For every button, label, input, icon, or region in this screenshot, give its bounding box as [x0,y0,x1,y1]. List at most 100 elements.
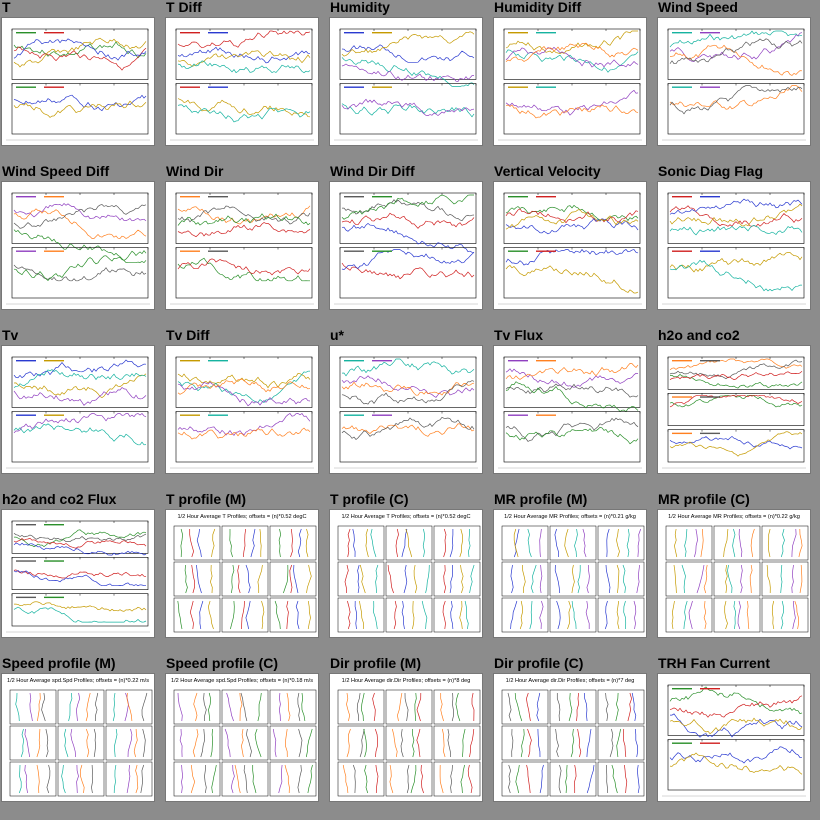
profile-subplot [433,525,481,561]
profile-subplot [549,761,597,797]
plot-thumbnail-cell[interactable]: Tv [0,328,164,492]
plot-panel [175,411,313,463]
profile-subplot [173,561,221,597]
plot-thumbnail-cell[interactable]: Sonic Diag Flag [656,164,820,328]
plot-thumbnail-cell[interactable]: Dir profile (M) 1/2 Hour Average dir.Dir … [328,656,492,820]
plot-thumbnail-cell[interactable]: Vertical Velocity [492,164,656,328]
plot-thumbnail-image[interactable] [2,510,154,637]
plot-thumbnail-cell[interactable]: Dir profile (C) 1/2 Hour Average dir.Dir … [492,656,656,820]
plot-thumbnail-image[interactable] [166,346,318,473]
plot-thumbnail-cell[interactable]: MR profile (C) 1/2 Hour Average MR Profil… [656,492,820,656]
profile-subplot [385,761,433,797]
plot-thumbnail-cell[interactable]: Wind Dir [164,164,328,328]
plot-thumbnail-graphic: 1/2 Hour Average spd.Spd Profiles; offse… [7,678,153,797]
profile-subplot [269,525,317,561]
plot-thumbnail-image[interactable]: 1/2 Hour Average spd.Spd Profiles; offse… [166,674,318,801]
plot-thumbnail-cell[interactable]: Tv Diff [164,328,328,492]
plot-thumbnail-image[interactable] [658,346,810,473]
plot-thumbnail-image[interactable] [494,346,646,473]
plot-thumbnail-image[interactable] [494,182,646,309]
thumbnail-title: Tv Flux [494,328,544,343]
plot-thumbnail-image[interactable] [2,346,154,473]
profile-subplot [105,761,153,797]
plot-thumbnail-graphic [170,356,314,469]
profile-subplot [385,525,433,561]
plot-panel [667,247,805,299]
plot-thumbnail-graphic [170,192,314,305]
plot-thumbnail-cell[interactable]: MR profile (M) 1/2 Hour Average MR Profil… [492,492,656,656]
plot-thumbnail-cell[interactable]: T profile (C) 1/2 Hour Average T Profiles… [328,492,492,656]
plot-thumbnail-image[interactable] [330,182,482,309]
plot-thumbnail-cell[interactable]: Wind Dir Diff [328,164,492,328]
profile-subplot [501,561,549,597]
plot-thumbnail-image[interactable] [2,18,154,145]
thumbnail-title: Dir profile (M) [330,656,421,671]
profile-subplot [269,761,317,797]
profile-subplot [501,761,549,797]
profile-subplot [385,597,433,633]
plot-thumbnail-image[interactable]: 1/2 Hour Average spd.Spd Profiles; offse… [2,674,154,801]
profile-subplot [269,689,317,725]
plot-panel [503,28,641,80]
plot-thumbnail-image[interactable] [2,182,154,309]
plot-thumbnail-image[interactable]: 1/2 Hour Average dir.Dir Profiles; offse… [330,674,482,801]
plot-panel [11,356,149,408]
plot-thumbnail-image[interactable] [166,18,318,145]
profile-subplot [501,725,549,761]
profile-subplot [337,597,385,633]
plot-thumbnail-cell[interactable]: Speed profile (C) 1/2 Hour Average spd.Sp… [164,656,328,820]
plot-thumbnail-image[interactable] [658,182,810,309]
plot-panel [667,684,805,738]
plot-panel [339,83,477,135]
plot-thumbnail-graphic [498,192,642,305]
plot-thumbnail-cell[interactable]: h2o and co2 Flux [0,492,164,656]
plot-thumbnail-cell[interactable]: T Diff [164,0,328,164]
thumbnail-title: Sonic Diag Flag [658,164,764,179]
plot-thumbnail-cell[interactable]: Wind Speed Diff [0,164,164,328]
plot-thumbnail-image[interactable]: 1/2 Hour Average T Profiles; offsets = (… [166,510,318,637]
profile-subplot [105,689,153,725]
plot-thumbnail-cell[interactable]: T profile (M) 1/2 Hour Average T Profiles… [164,492,328,656]
plot-thumbnail-graphic [6,192,150,305]
plot-panel [175,28,313,80]
profile-header-text: 1/2 Hour Average T Profiles; offsets = (… [341,514,470,520]
plot-thumbnail-image[interactable] [330,18,482,145]
thumbnail-title: h2o and co2 [658,328,740,343]
thumbnail-title: Humidity Diff [494,0,582,15]
plot-panel [11,593,149,627]
plot-thumbnail-cell[interactable]: T [0,0,164,164]
profile-subplot [9,689,57,725]
profile-subplot [9,761,57,797]
profile-subplot [501,525,549,561]
profile-header-text: 1/2 Hour Average T Profiles; offsets = (… [177,514,306,520]
profile-subplot [221,561,269,597]
plot-thumbnail-image[interactable]: 1/2 Hour Average dir.Dir Profiles; offse… [494,674,646,801]
plot-thumbnail-graphic [662,356,806,469]
plot-panel [667,83,805,135]
plot-thumbnail-image[interactable] [166,182,318,309]
plot-thumbnail-cell[interactable]: Speed profile (M) 1/2 Hour Average spd.Sp… [0,656,164,820]
thumbnail-title: Vertical Velocity [494,164,601,179]
plot-thumbnail-cell[interactable]: u* [328,328,492,492]
plot-thumbnail-image[interactable] [330,346,482,473]
plot-thumbnail-image[interactable]: 1/2 Hour Average T Profiles; offsets = (… [330,510,482,637]
thumbnail-title: Tv Diff [166,328,210,343]
plot-thumbnail-cell[interactable]: h2o and co2 [656,328,820,492]
plot-thumbnail-cell[interactable]: Humidity Diff [492,0,656,164]
plot-thumbnail-image[interactable]: 1/2 Hour Average MR Profiles; offsets = … [494,510,646,637]
plot-thumbnail-graphic [170,28,314,141]
plot-thumbnail-cell[interactable]: Wind Speed [656,0,820,164]
thumbnail-title: Humidity [330,0,390,15]
profile-subplot [173,525,221,561]
plot-thumbnail-cell[interactable]: TRH Fan Current [656,656,820,820]
profile-subplot [337,689,385,725]
profile-subplot [433,689,481,725]
plot-thumbnail-image[interactable] [494,18,646,145]
plot-thumbnail-image[interactable]: 1/2 Hour Average MR Profiles; offsets = … [658,510,810,637]
plot-thumbnail-cell[interactable]: Humidity [328,0,492,164]
plot-panel [503,192,641,244]
plot-thumbnail-image[interactable] [658,18,810,145]
plot-thumbnail-image[interactable] [658,674,810,801]
plot-thumbnail-cell[interactable]: Tv Flux [492,328,656,492]
plot-panel [11,28,149,80]
